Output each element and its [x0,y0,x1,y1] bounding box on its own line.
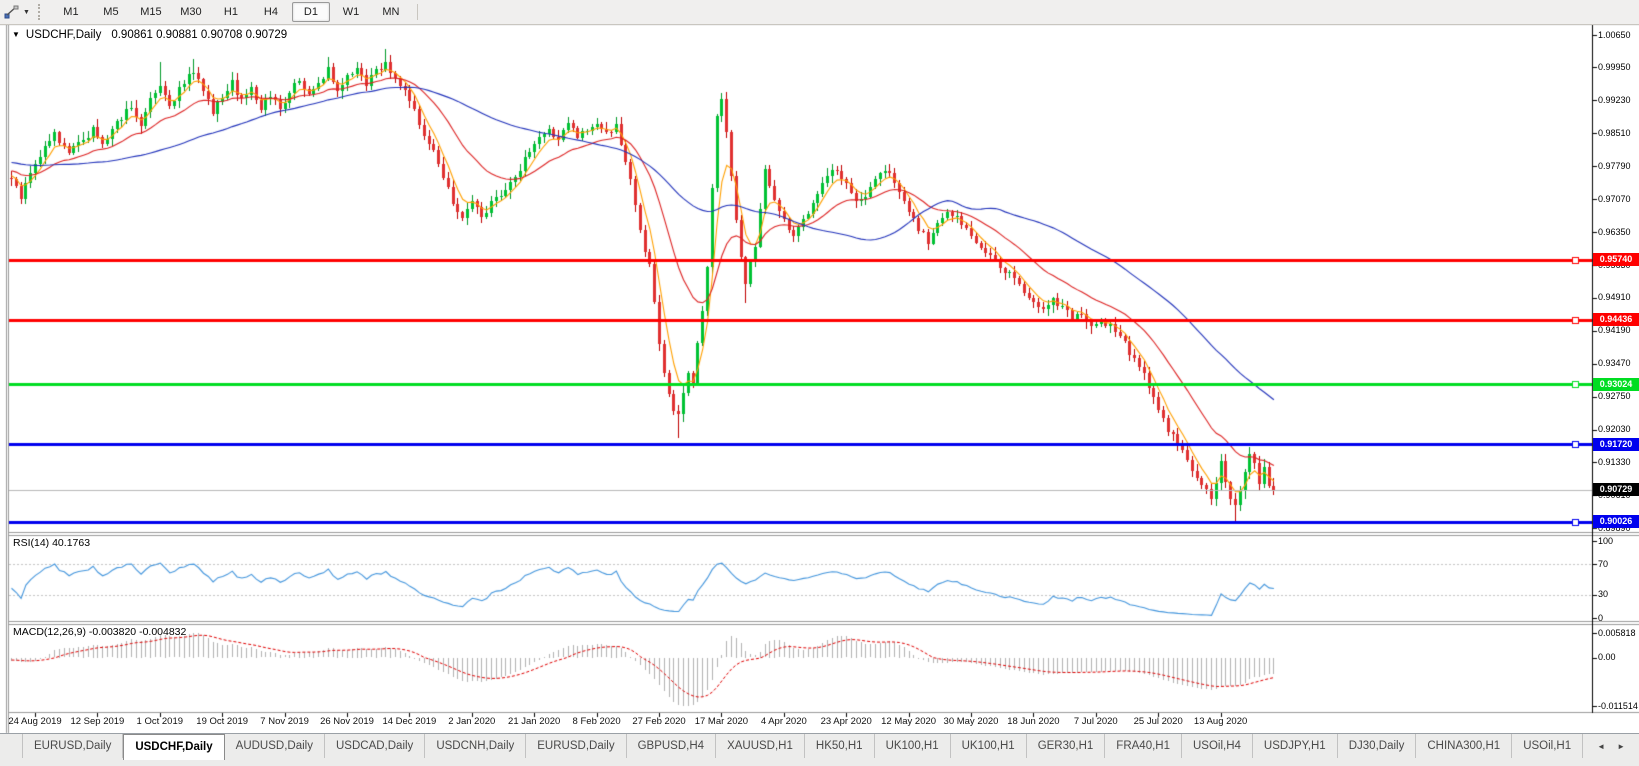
date-axis-label: 2 Jan 2020 [448,716,496,727]
date-axis-label: 4 Apr 2020 [760,716,807,727]
chart-title: ▼ USDCHF,Daily 0.90861 0.90881 0.90708 0.9… [12,29,287,41]
date-axis-label: 12 May 2020 [881,716,937,727]
macd-indicator-label: MACD(12,26,9) -0.003820 -0.004832 [13,626,187,638]
chart-tab-hk50-h1[interactable]: HK50,H1 [805,734,875,758]
top-toolbar: ▼ M1 M5 M15 M30 H1 H4 D1 W1 MN [0,0,1639,25]
hline-price-tag: 0.90026 [1593,515,1639,529]
date-axis-label: 26 Nov 2019 [320,716,374,727]
chart-tab-eurusd-daily[interactable]: EURUSD,Daily [526,734,627,758]
date-axis-label: 23 Apr 2020 [820,716,872,727]
chart-tab-eurusd-daily[interactable]: EURUSD,Daily [22,734,124,758]
timeframe-button-m5[interactable]: M5 [103,6,119,18]
timeframe-button-h1[interactable]: H1 [223,6,238,18]
date-axis-label: 21 Jan 2020 [508,716,561,727]
macd-axis-tick: 0.005818 [1598,627,1636,638]
date-axis-label: 30 May 2020 [943,716,999,727]
timeframe-button-h4[interactable]: H4 [263,6,278,18]
chart-tab-xauusd-h1[interactable]: XAUUSD,H1 [716,734,805,758]
price-axis-tick: 0.99230 [1598,94,1631,105]
hline-price-tag: 0.91720 [1593,437,1639,451]
chart-tab-usoil-h4[interactable]: USOil,H4 [1182,734,1253,758]
chart-tab-usdchf-daily[interactable]: USDCHF,Daily [123,734,225,760]
date-axis-label: 7 Jul 2020 [1073,716,1118,727]
chart-tab-usdcnh-daily[interactable]: USDCNH,Daily [425,734,527,758]
price-axis-tick: 0.97070 [1598,193,1631,204]
chart-ohlc-values: 0.90861 0.90881 0.90708 0.90729 [111,29,288,41]
chart-dropdown-icon[interactable]: ▼ [12,30,20,39]
price-axis-tick: 0.94190 [1598,325,1631,336]
tab-scroll-arrows: ◄ ► [1591,734,1631,758]
toolbar-grip [37,4,45,20]
hline-price-tag: 0.94436 [1593,313,1639,327]
hline-price-tag: 0.95740 [1593,253,1639,267]
timeframe-button-w1[interactable]: W1 [342,6,360,18]
chart-tab-audusd-daily[interactable]: AUDUSD,Daily [225,734,325,758]
current-price-tag: 0.90729 [1593,483,1639,497]
date-axis-label: 17 Mar 2020 [694,716,749,727]
date-axis-label: 12 Sep 2019 [70,716,125,727]
price-axis-tick: 0.91330 [1598,456,1631,467]
tab-scroll-left-icon[interactable]: ◄ [1597,741,1606,751]
price-axis-tick: 0.99950 [1598,61,1631,72]
hline-price-tag: 0.93024 [1593,377,1639,391]
rsi-axis-tick: 70 [1598,558,1609,569]
date-axis-label: 18 Jun 2020 [1007,716,1060,727]
date-axis-label: 8 Feb 2020 [572,716,621,727]
chart-tab-fra40-h1[interactable]: FRA40,H1 [1105,734,1182,758]
date-axis-label: 7 Nov 2019 [260,716,309,727]
date-axis-label: 24 Aug 2019 [8,716,62,727]
date-axis[interactable]: 24 Aug 2019 12 Sep 2019 1 Oct 2019 19 Oct 2… [0,715,1639,732]
price-axis-tick: 0.92750 [1598,391,1631,402]
rsi-axis-tick: 100 [1598,535,1614,546]
draw-tool-button[interactable]: ▼ [0,2,34,22]
timeframe-buttons: M1 M5 M15 M30 H1 H4 D1 W1 MN [51,0,411,24]
macd-axis-tick: -0.011514 [1598,700,1638,711]
chart-tab-dj30-daily[interactable]: DJ30,Daily [1338,734,1417,758]
chart-tab-usdcad-daily[interactable]: USDCAD,Daily [325,734,426,758]
price-axis-tick: 0.96350 [1598,226,1631,237]
price-axis-tick: 0.98510 [1598,127,1631,138]
rsi-indicator-label: RSI(14) 40.1763 [13,537,91,549]
date-axis-label: 27 Feb 2020 [632,716,686,727]
price-axis-tick: 1.00650 [1598,29,1631,40]
rsi-axis-tick: 30 [1598,589,1609,600]
chart-tab-china300-h1[interactable]: CHINA300,H1 [1416,734,1513,758]
rsi-axis-tick: 0 [1598,612,1604,623]
timeframe-button-m30[interactable]: M30 [180,6,202,18]
chart-tab-bar: EURUSD,Daily USDCHF,Daily AUDUSD,Daily USDC… [0,733,1639,766]
macd-axis-tick: 0.00 [1598,652,1616,662]
toolbar-dropdown-icon: ▼ [23,8,30,16]
price-axis-tick: 0.94910 [1598,292,1631,303]
timeframe-button-d1[interactable]: D1 [291,2,330,22]
chart-tabs: EURUSD,Daily USDCHF,Daily AUDUSD,Daily USDC… [0,734,1584,760]
date-axis-label: 1 Oct 2019 [136,716,184,727]
chart-tab-ger30-h1[interactable]: GER30,H1 [1027,734,1106,758]
price-axis-tick: 0.93470 [1598,358,1631,369]
tab-scroll-right-icon[interactable]: ► [1617,741,1625,751]
date-axis-label: 19 Oct 2019 [196,716,249,727]
chart-tab-usdjpy-h1[interactable]: USDJPY,H1 [1253,734,1338,758]
date-axis-label: 13 Aug 2020 [1193,716,1248,727]
chart-tab-usoil-h1[interactable]: USOil,H1 [1512,734,1584,758]
pencil-tool-icon [4,5,19,19]
chart-tab-gbpusd-h4[interactable]: GBPUSD,H4 [627,734,717,758]
price-axis-tick: 0.97790 [1598,160,1631,171]
toolbar-separator [416,4,418,20]
chart-symbol-label: USDCHF,Daily [25,29,102,41]
chart-tab-uk100-h1[interactable]: UK100,H1 [875,734,951,758]
chart-tab-uk100-h1[interactable]: UK100,H1 [951,734,1027,758]
timeframe-button-m1[interactable]: M1 [63,6,79,18]
date-axis-label: 25 Jul 2020 [1133,716,1183,727]
date-axis-label: 14 Dec 2019 [382,716,437,727]
price-axis-tick: 0.92030 [1598,424,1631,435]
timeframe-button-mn[interactable]: MN [382,6,400,18]
timeframe-button-m15[interactable]: M15 [140,6,162,18]
